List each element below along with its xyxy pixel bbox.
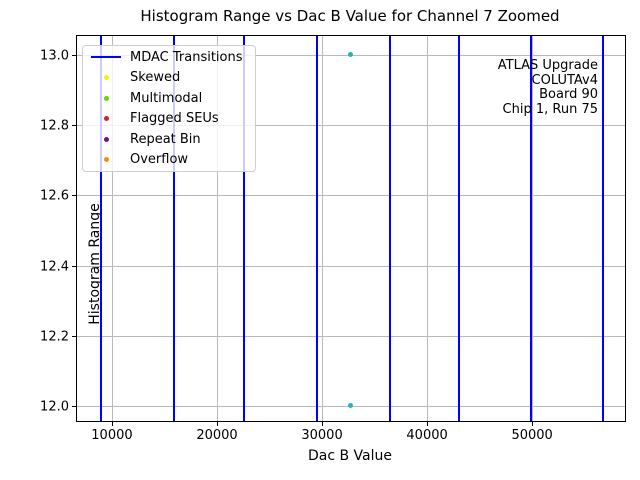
legend-item-skewed: Skewed — [83, 68, 255, 89]
legend-item-label: Skewed — [130, 70, 181, 86]
y-gridline — [77, 195, 625, 197]
y-tick-mark — [72, 335, 76, 337]
y-tick-mark — [72, 195, 76, 197]
mdac-transition-line — [530, 36, 533, 421]
y-tick-label: 12.6 — [40, 188, 69, 204]
legend-dot-swatch — [103, 75, 109, 81]
x-gridline — [111, 36, 113, 421]
annotation-line: Chip 1, Run 75 — [502, 101, 598, 117]
x-tick-mark — [217, 422, 219, 426]
mdac-transition-line — [388, 36, 391, 421]
x-tick-mark — [111, 422, 113, 426]
legend-dot-swatch — [103, 157, 109, 163]
x-gridline — [532, 36, 534, 421]
legend-item-label: MDAC Transitions — [130, 49, 243, 65]
chart-title: Histogram Range vs Dac B Value for Chann… — [140, 7, 560, 25]
y-tick-mark — [72, 125, 76, 127]
y-tick-mark — [72, 405, 76, 407]
mdac-transition-line — [457, 36, 460, 421]
x-gridline — [322, 36, 324, 421]
y-tick-mark — [72, 54, 76, 56]
x-tick-label: 40000 — [406, 428, 448, 443]
x-tick-label: 50000 — [511, 428, 553, 443]
data-point — [348, 403, 354, 409]
legend-line-swatch — [91, 56, 121, 59]
x-tick-label: 10000 — [91, 428, 133, 443]
legend-item-label: Overflow — [130, 152, 189, 168]
legend-item-overflow: Overflow — [83, 150, 255, 171]
y-gridline — [77, 265, 625, 267]
annotation: ATLAS Upgrade COLUTAv4 Board 90 Chip 1, … — [497, 58, 598, 117]
y-tick-label: 12.8 — [40, 118, 69, 134]
x-axis-label: Dac B Value — [307, 448, 392, 464]
legend-item-label: Multimodal — [130, 90, 203, 106]
y-tick-label: 12.0 — [40, 399, 69, 415]
y-tick-mark — [72, 265, 76, 267]
y-tick-label: 13.0 — [40, 48, 69, 64]
legend: MDAC Transitions Skewed Multimodal Flagg… — [82, 45, 256, 172]
y-tick-label: 12.4 — [40, 259, 69, 275]
plot-area: Histogram Range MDAC Transitions Skewed … — [40, 35, 626, 443]
x-tick-label: 30000 — [301, 428, 343, 443]
legend-item-label: Repeat Bin — [130, 131, 201, 147]
legend-item-flagged-seus: Flagged SEUs — [83, 109, 255, 130]
y-tick-label: 12.2 — [40, 329, 69, 345]
legend-dot-swatch — [103, 136, 109, 142]
legend-item-label: Flagged SEUs — [130, 111, 219, 127]
legend-dot-swatch — [103, 116, 109, 122]
mdac-transition-line — [99, 36, 102, 421]
x-tick-mark — [532, 422, 534, 426]
mdac-transition-line — [601, 36, 604, 421]
legend-item-repeat-bin: Repeat Bin — [83, 129, 255, 150]
legend-dot-swatch — [103, 95, 109, 101]
annotation-line: ATLAS Upgrade — [497, 58, 598, 73]
x-gridline — [217, 36, 219, 421]
mdac-transition-line — [242, 36, 245, 421]
mdac-transition-line — [172, 36, 175, 421]
x-tick-mark — [427, 422, 429, 426]
mdac-transition-line — [316, 36, 319, 421]
y-gridline — [77, 125, 625, 127]
x-tick-label: 20000 — [196, 428, 238, 443]
legend-item-multimodal: Multimodal — [83, 88, 255, 109]
x-tick-mark — [322, 422, 324, 426]
annotation-line: Board 90 — [539, 87, 598, 103]
y-gridline — [77, 335, 625, 337]
x-gridline — [427, 36, 429, 421]
data-point — [348, 52, 354, 58]
annotation-line: COLUTAv4 — [531, 72, 598, 88]
legend-item-mdac-transitions: MDAC Transitions — [83, 47, 255, 68]
